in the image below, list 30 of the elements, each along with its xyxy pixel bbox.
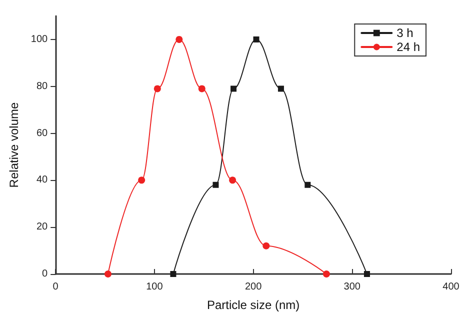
legend-label: 24 h bbox=[396, 40, 420, 54]
y-tick-label: 80 bbox=[36, 80, 48, 92]
point bbox=[322, 270, 330, 278]
x-tick-label: 100 bbox=[146, 282, 164, 292]
point bbox=[170, 271, 176, 277]
legend-label: 3 h bbox=[396, 26, 414, 40]
point bbox=[198, 85, 206, 92]
point bbox=[230, 86, 237, 92]
point bbox=[364, 271, 370, 277]
x-tick-label: 0 bbox=[52, 282, 59, 292]
y-tick-label: 40 bbox=[36, 174, 48, 186]
point bbox=[104, 270, 112, 278]
point bbox=[304, 182, 311, 188]
y-tick-label: 60 bbox=[36, 128, 48, 139]
y-tick-label: 100 bbox=[30, 34, 48, 45]
point bbox=[262, 242, 270, 250]
x-tick-label: 300 bbox=[344, 282, 361, 292]
point bbox=[176, 36, 183, 43]
point bbox=[253, 36, 260, 42]
x-tick-label: 200 bbox=[244, 282, 262, 292]
point bbox=[229, 176, 236, 184]
x-axis-title: Particle size (nm) bbox=[206, 298, 300, 312]
point bbox=[138, 176, 146, 184]
x-tick-label: 400 bbox=[442, 282, 460, 292]
point bbox=[154, 85, 161, 92]
y-tick-label: 20 bbox=[36, 222, 48, 233]
point bbox=[212, 182, 219, 188]
point bbox=[278, 86, 284, 92]
y-axis-title: Relative volume bbox=[7, 102, 21, 188]
y-tick-label: 0 bbox=[42, 268, 48, 280]
